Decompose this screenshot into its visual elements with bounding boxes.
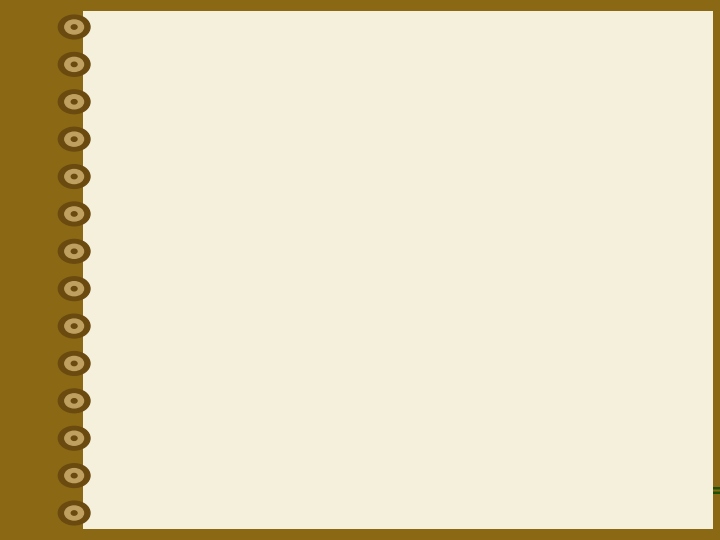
Circle shape [173,206,179,211]
Text: Lattice: Lattice [168,96,374,146]
Text: cut(mag,4),panel.aspect=0.9)): cut(mag,4),panel.aspect=0.9)) [212,383,549,402]
Circle shape [173,172,179,177]
Circle shape [170,485,186,498]
Circle shape [170,451,186,464]
Circle shape [170,241,186,254]
Text: 套組: 套組 [366,95,429,147]
Circle shape [173,308,179,313]
Text: summary(Deep): summary(Deep) [189,414,365,433]
Text: plot(cloud(depth~lat* long| Magnitude,: plot(cloud(depth~lat* long| Magnitude, [189,306,624,326]
Circle shape [170,363,186,376]
Text: plot(cloud(depth~lat* long|: plot(cloud(depth~lat* long| [189,360,492,380]
Circle shape [173,274,179,279]
Circle shape [170,417,186,430]
Text: plot(xyplot(long~lat| cut(depth,2))): plot(xyplot(long~lat| cut(depth,2))) [189,238,582,258]
Circle shape [173,416,179,421]
Text: panel.aspect=0.9)): panel.aspect=0.9)) [212,329,421,348]
Text: Magnitude=equal.count(mag,6): Magnitude=equal.count(mag,6) [189,272,540,291]
Circle shape [173,240,179,245]
Text: library(lattice): library(lattice) [189,204,349,222]
Circle shape [170,207,186,219]
Text: symbols(long,lat,circles=depth,inches=0.5,add=T): symbols(long,lat,circles=depth,inches=0.… [189,482,720,501]
Circle shape [170,173,186,185]
Circle shape [173,362,179,367]
Circle shape [170,309,186,322]
Circle shape [173,450,179,455]
Text: attach(quakes): attach(quakes) [189,170,356,188]
Circle shape [170,275,186,288]
Text: plot(lat~long,pch='+'): plot(lat~long,pch='+') [189,448,436,467]
Circle shape [173,484,179,489]
